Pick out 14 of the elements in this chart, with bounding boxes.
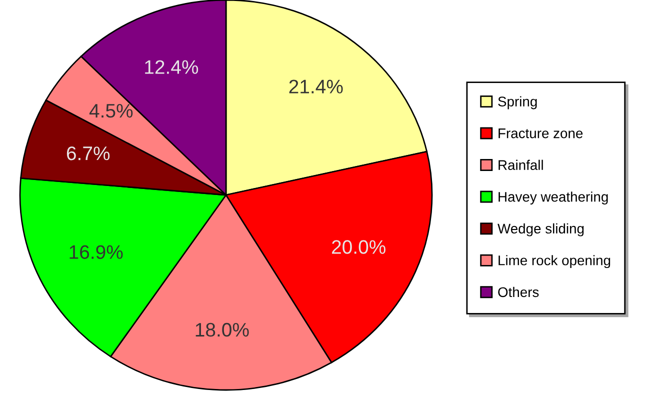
legend-label: Rainfall xyxy=(498,160,543,170)
legend-label: Lime rock opening xyxy=(498,255,610,268)
legend-label: Havey weathering xyxy=(498,192,608,205)
data-label: 12.4% xyxy=(145,60,198,74)
data-label: 16.9% xyxy=(70,245,123,259)
legend-label: Fracture zone xyxy=(498,128,583,138)
data-label: 21.4% xyxy=(289,80,343,94)
data-label: 20.0% xyxy=(332,240,386,254)
data-label: 6.7% xyxy=(66,146,110,160)
data-label: 18.0% xyxy=(196,322,249,337)
data-label: 4.5% xyxy=(89,104,133,118)
legend-label: Spring xyxy=(498,96,537,110)
legend-label: Others xyxy=(498,286,539,298)
legend-label: Wedge sliding xyxy=(498,223,584,236)
